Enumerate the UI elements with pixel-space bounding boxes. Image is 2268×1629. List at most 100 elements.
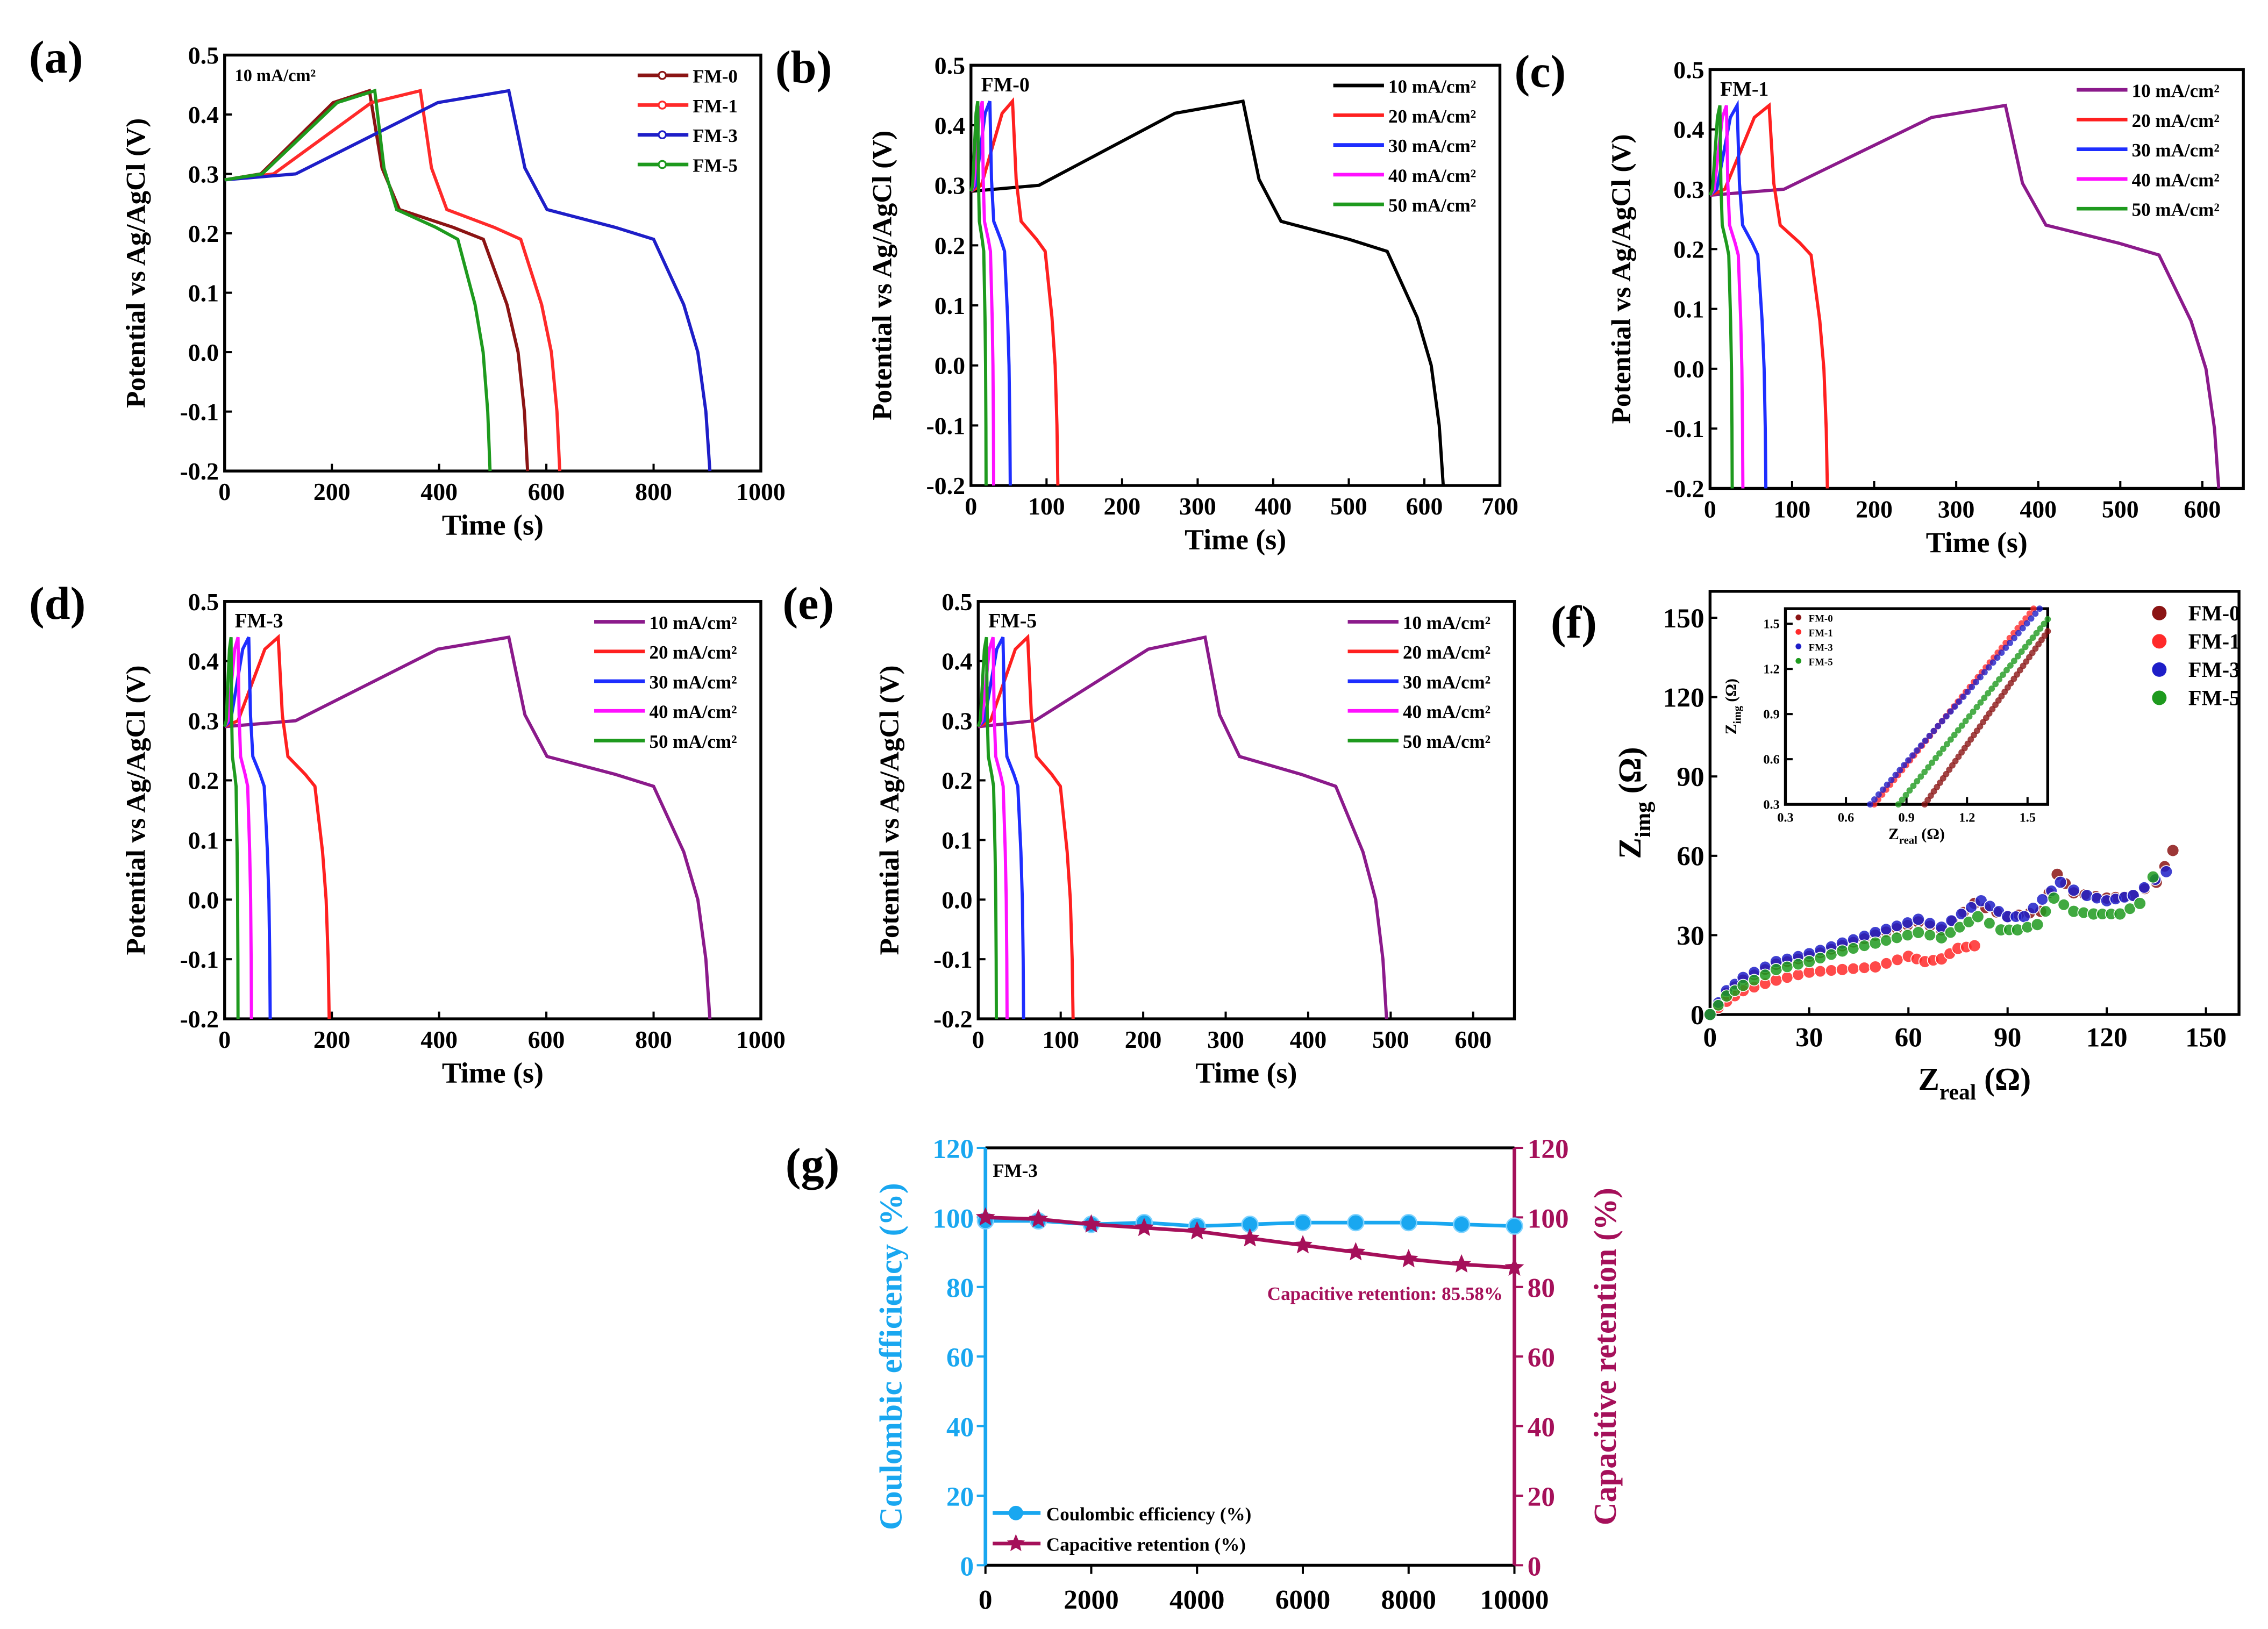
inset-point-FM-3: [1917, 742, 1924, 749]
inset-point-FM-3: [1909, 752, 1916, 759]
series-line-FM-3: [224, 89, 712, 471]
x-axis-label: Time (s): [442, 1057, 544, 1089]
legend-label: 10 mA/cm²: [1388, 76, 1476, 97]
x-tick-label: 600: [528, 1026, 565, 1053]
inset-point-FM-3: [1998, 649, 2005, 656]
y-tick-label: 0.9: [1763, 708, 1779, 722]
plot-frame: [969, 63, 1502, 487]
right-y-tick-label: 20: [1528, 1482, 1555, 1512]
panel-b: (b) 0 100 200 300 400 500 600 700 -0.2 -0.1 0.0 0.1 0…: [775, 41, 1518, 556]
y-axis-label: Potential vs Ag/AgCl (V): [867, 131, 898, 420]
inset-point-FM-5: [2025, 639, 2032, 646]
series-line-50-mA-cm-: [976, 637, 998, 1019]
y-tick-label: 0.3: [1673, 176, 1704, 203]
x-tick-label: 0: [972, 1026, 985, 1053]
inset-point-FM-3: [1956, 698, 1963, 705]
label-unit: (Ω): [1976, 1061, 2031, 1097]
data-point-FM-1: [1781, 971, 1794, 984]
data-point-FM-5: [1825, 948, 1838, 961]
x-tick-label: 400: [1255, 492, 1292, 520]
plot-frame: [1708, 590, 2241, 1016]
x-tick-label: 1.5: [2020, 810, 2036, 825]
y-axis-label: Potential vs Ag/AgCl (V): [874, 665, 905, 955]
series-line-20-mA-cm-: [224, 633, 331, 1019]
y-tick-label: 0.1: [188, 280, 219, 307]
series-line-30-mA-cm-: [977, 636, 1025, 1019]
legend-marker: [658, 160, 667, 169]
y-tick-label: 0.5: [188, 41, 219, 69]
inset-legend-marker: [1795, 658, 1802, 664]
x-tick-label: 700: [1481, 492, 1518, 520]
x-tick-label: 600: [1454, 1026, 1492, 1053]
x-tick-label: 8000: [1381, 1584, 1436, 1615]
inset-point-FM-3: [1896, 767, 1903, 774]
inset-point-FM-3: [2007, 639, 2014, 646]
series-line-FM-5: [224, 88, 492, 471]
x-tick-label: 90: [1994, 1022, 2021, 1053]
data-point-FM-3: [2017, 910, 2031, 924]
inset-point-FM-3: [1867, 801, 1874, 808]
x-tick-label: 6000: [1275, 1584, 1330, 1615]
data-point-FM-5: [2047, 891, 2060, 905]
series-line-50-mA-cm-: [223, 637, 240, 1019]
y-tick-label: -0.1: [926, 412, 965, 439]
panel-a: (a) 0 200 400 600 800 1000 -0.2 -0.1 0.0 0.1 0.2 0.3…: [29, 31, 786, 541]
x-tick-label: 100: [1042, 1026, 1079, 1053]
legend-marker: [658, 101, 667, 110]
y-axis-label: Potential vs Ag/AgCl (V): [1606, 134, 1637, 424]
inset-point-FM-3: [2032, 610, 2039, 617]
data-point-FM-5: [1891, 931, 1903, 944]
x-tick-label: 1000: [736, 1026, 786, 1053]
label-main: Z: [1723, 724, 1740, 734]
y-tick-label: 0.2: [1673, 235, 1704, 263]
inset-point-FM-3: [1989, 659, 1996, 666]
label-sub: img: [1732, 705, 1744, 724]
plot-frame: [1708, 68, 2245, 490]
inset-point-FM-3: [1884, 781, 1891, 788]
y-tick-label: 0.4: [188, 101, 219, 128]
inset-point-FM-3: [1943, 713, 1950, 720]
inset-point-FM-3: [1939, 718, 1945, 725]
right-y-tick-label: 100: [1528, 1203, 1569, 1234]
inset-point-FM-3: [1960, 694, 1967, 700]
y-tick-label: 1.2: [1763, 662, 1779, 677]
data-point-cr: [1029, 1209, 1049, 1227]
x-tick-label: 0: [218, 478, 231, 505]
data-point-FM-5: [2123, 902, 2136, 915]
inset-point-FM-5: [1940, 745, 1946, 752]
inset-point-FM-5: [1929, 759, 1936, 766]
legend-label: 20 mA/cm²: [2132, 110, 2220, 131]
inset-point-FM-1: [2006, 634, 2013, 641]
data-point-cr: [1399, 1249, 1418, 1268]
data-point-FM-5: [1770, 963, 1783, 976]
x-tick-label: 800: [635, 1026, 672, 1053]
series-line-30-mA-cm-: [223, 636, 272, 1019]
y-tick-label: 0.4: [188, 648, 219, 675]
inset-point-FM-3: [1926, 732, 1933, 739]
panel-annotation: FM-3: [235, 610, 283, 632]
data-point-cr: [1293, 1235, 1313, 1254]
inset-point-FM-5: [1932, 755, 1939, 761]
y-tick-label: 150: [1663, 603, 1704, 634]
y-tick-label: 0.2: [942, 767, 972, 794]
data-point-FM-5: [1971, 910, 1985, 924]
x-tick-label: 400: [1290, 1026, 1327, 1053]
panel-label: (g): [786, 1138, 840, 1190]
inset-point-FM-5: [1925, 764, 1932, 771]
y-tick-label: 0.0: [188, 339, 219, 366]
inset-point-FM-5: [2029, 634, 2036, 641]
legend-marker: [2152, 690, 2167, 705]
x-tick-label: 600: [528, 478, 565, 505]
inset-x-axis-label: Zreal (Ω): [1888, 826, 1945, 847]
y-tick-label: 0.6: [1763, 753, 1779, 767]
data-point-ce: [1452, 1216, 1471, 1233]
inset-y-axis-label: Zimg (Ω): [1723, 678, 1744, 734]
x-axis-label: Zreal (Ω): [1918, 1061, 2031, 1104]
legend-marker: [658, 130, 667, 140]
legend-marker: [2152, 634, 2167, 649]
y-tick-label: 0.0: [1673, 355, 1704, 383]
inset-point-FM-5: [1943, 741, 1950, 748]
data-point-FM-5: [2113, 907, 2127, 921]
data-point-FM-1: [1825, 964, 1838, 977]
data-point-FM-5: [1858, 939, 1871, 952]
